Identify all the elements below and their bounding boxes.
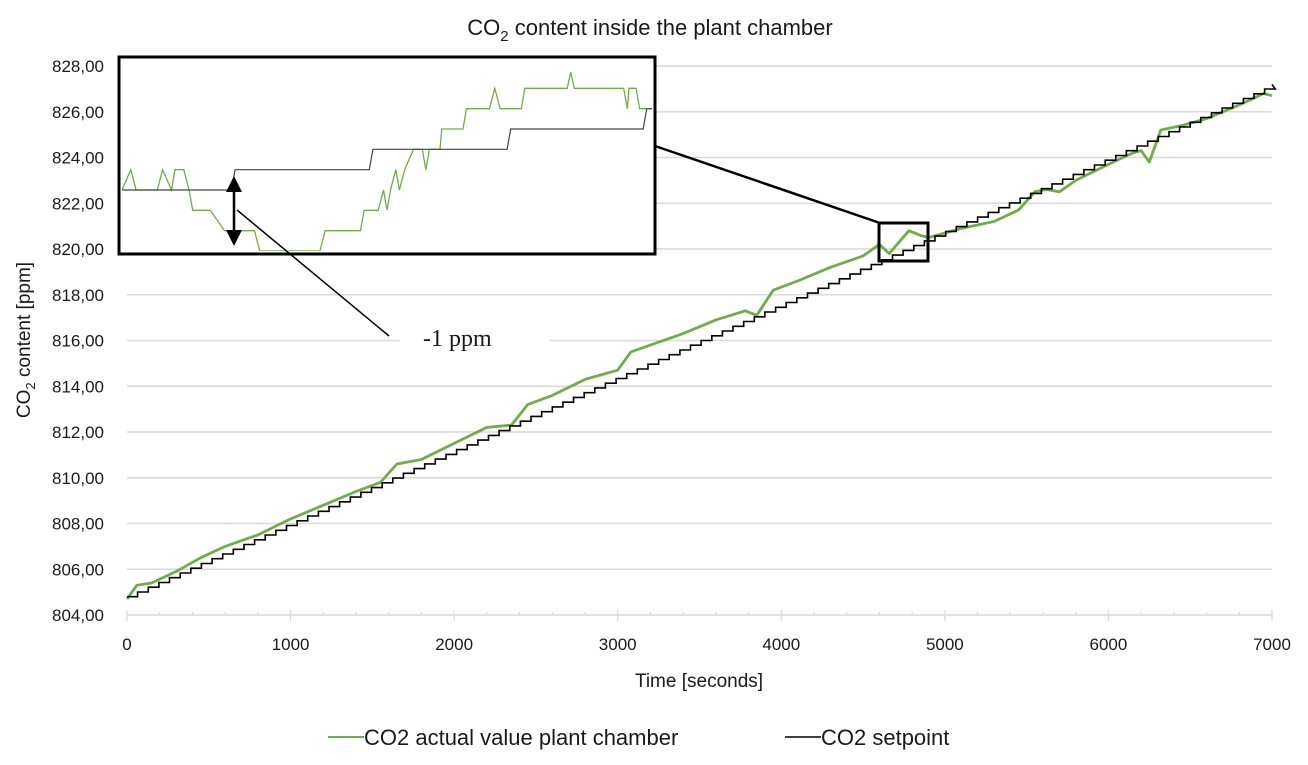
series-line-actual bbox=[125, 92, 1273, 600]
y-tick-label: 828,00 bbox=[52, 57, 104, 76]
legend: CO2 actual value plant chamber CO2 setpo… bbox=[328, 725, 949, 750]
x-tick-label: 4000 bbox=[762, 635, 800, 654]
y-tick-label: 810,00 bbox=[52, 469, 104, 488]
y-tick-label: 826,00 bbox=[52, 103, 104, 122]
x-tick-label: 6000 bbox=[1090, 635, 1128, 654]
chart-title: CO2 content inside the plant chamber bbox=[467, 15, 832, 45]
zoom-highlight-box bbox=[877, 221, 930, 263]
y-tick-label: 818,00 bbox=[52, 286, 104, 305]
inset-deviation-arrow-up-head bbox=[226, 176, 242, 192]
series-layer bbox=[125, 83, 1277, 600]
x-tick-label: 7000 bbox=[1253, 635, 1291, 654]
x-tick-label: 2000 bbox=[435, 635, 473, 654]
y-tick-label: 822,00 bbox=[52, 194, 104, 213]
legend-label-setpoint: CO2 setpoint bbox=[821, 725, 949, 750]
inset-deviation-arrow-down-head bbox=[226, 230, 242, 246]
y-tick-label: 824,00 bbox=[52, 149, 104, 168]
x-tick-label: 1000 bbox=[272, 635, 310, 654]
annotation-leader-line bbox=[236, 209, 390, 337]
annotation-label: -1 ppm bbox=[423, 326, 492, 352]
y-tick-label: 816,00 bbox=[52, 332, 104, 351]
y-tick-label: 812,00 bbox=[52, 423, 104, 442]
inset-series-line-actual bbox=[122, 71, 652, 251]
x-tick-label: 0 bbox=[122, 635, 131, 654]
y-tick-label: 806,00 bbox=[52, 560, 104, 579]
annotation-label-bg bbox=[400, 320, 550, 356]
chart-title-subscript: 2 bbox=[500, 28, 508, 45]
inset-zoom-panel bbox=[117, 55, 657, 256]
x-tick-label: 3000 bbox=[599, 635, 637, 654]
y-axis-title-subscript: 2 bbox=[23, 382, 38, 389]
inset-background bbox=[117, 55, 657, 256]
y-tick-label: 804,00 bbox=[52, 606, 104, 625]
x-tick-label: 5000 bbox=[926, 635, 964, 654]
y-tick-label: 820,00 bbox=[52, 240, 104, 259]
y-axis-title-suffix: content [ppm] bbox=[14, 262, 35, 382]
y-axis-title: CO2 content [ppm] bbox=[14, 262, 38, 418]
y-tick-labels: 804,00 806,00 808,00 810,00 812,00 814,00 816,… bbox=[52, 57, 104, 625]
x-tick-labels: 0 1000 2000 3000 4000 5000 6000 7000 bbox=[122, 635, 1291, 654]
y-tick-label: 814,00 bbox=[52, 377, 104, 396]
y-tick-label: 808,00 bbox=[52, 515, 104, 534]
chart-title-suffix: content inside the plant chamber bbox=[509, 15, 833, 40]
x-axis bbox=[126, 610, 1273, 621]
legend-label-actual: CO2 actual value plant chamber bbox=[364, 725, 678, 750]
zoom-connector-line bbox=[654, 144, 881, 225]
y-axis-title-prefix: CO bbox=[14, 390, 35, 419]
x-axis-title: Time [seconds] bbox=[635, 671, 763, 692]
series-line-setpoint bbox=[127, 83, 1277, 598]
chart-title-prefix: CO bbox=[467, 15, 500, 40]
